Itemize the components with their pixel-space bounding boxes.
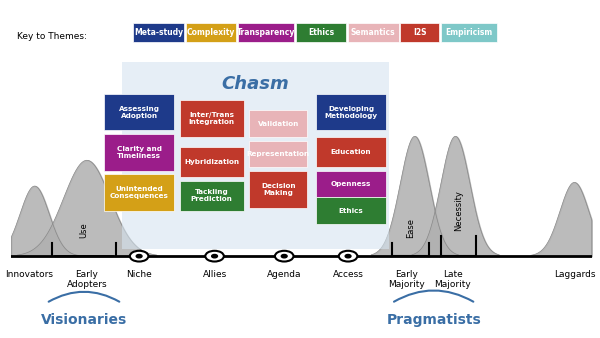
Text: Pragmatists: Pragmatists xyxy=(386,313,481,327)
Text: Access: Access xyxy=(332,270,364,279)
Text: Tackling
Prediction: Tackling Prediction xyxy=(191,189,233,202)
FancyBboxPatch shape xyxy=(316,137,386,167)
Text: Inter/Trans
Integration: Inter/Trans Integration xyxy=(188,112,235,125)
Text: Agenda: Agenda xyxy=(267,270,301,279)
FancyBboxPatch shape xyxy=(250,171,307,208)
Text: Early
Majority: Early Majority xyxy=(388,270,424,289)
Text: Openness: Openness xyxy=(331,181,371,187)
Text: Allies: Allies xyxy=(202,270,227,279)
Circle shape xyxy=(136,255,142,258)
FancyBboxPatch shape xyxy=(104,134,174,171)
Text: Semantics: Semantics xyxy=(351,28,395,37)
Text: I2S: I2S xyxy=(413,28,427,37)
FancyBboxPatch shape xyxy=(250,141,307,167)
Text: Developing
Methodology: Developing Methodology xyxy=(325,105,377,119)
Circle shape xyxy=(212,255,217,258)
Text: Clarity and
Timeliness: Clarity and Timeliness xyxy=(116,146,161,159)
Text: Transparency: Transparency xyxy=(237,28,295,37)
FancyBboxPatch shape xyxy=(180,147,244,177)
Text: Ease: Ease xyxy=(406,218,415,238)
Text: Unintended
Consequences: Unintended Consequences xyxy=(110,186,169,199)
Text: Empiricism: Empiricism xyxy=(445,28,493,37)
Text: Chasm: Chasm xyxy=(221,75,289,93)
FancyBboxPatch shape xyxy=(296,23,346,42)
FancyBboxPatch shape xyxy=(348,23,398,42)
Text: Niche: Niche xyxy=(126,270,152,279)
Text: Late
Majority: Late Majority xyxy=(434,270,471,289)
FancyBboxPatch shape xyxy=(316,197,386,224)
Text: Visionaries: Visionaries xyxy=(41,313,127,327)
Text: Representation: Representation xyxy=(247,151,310,157)
FancyBboxPatch shape xyxy=(250,110,307,137)
FancyBboxPatch shape xyxy=(316,94,386,130)
Circle shape xyxy=(130,251,148,262)
FancyBboxPatch shape xyxy=(122,62,389,249)
Text: Ethics: Ethics xyxy=(308,28,334,37)
FancyBboxPatch shape xyxy=(180,100,244,137)
Circle shape xyxy=(281,255,287,258)
Text: Use: Use xyxy=(79,222,88,238)
FancyBboxPatch shape xyxy=(104,174,174,211)
Circle shape xyxy=(339,251,358,262)
FancyBboxPatch shape xyxy=(316,171,386,197)
FancyBboxPatch shape xyxy=(185,23,236,42)
Text: Laggards: Laggards xyxy=(554,270,595,279)
FancyBboxPatch shape xyxy=(441,23,497,42)
Text: Necessity: Necessity xyxy=(454,190,463,231)
Text: Validation: Validation xyxy=(258,121,299,127)
FancyBboxPatch shape xyxy=(104,94,174,130)
Text: Key to Themes:: Key to Themes: xyxy=(17,32,87,41)
Text: Innovators: Innovators xyxy=(5,270,53,279)
Text: Early
Adopters: Early Adopters xyxy=(67,270,107,289)
Text: Education: Education xyxy=(331,149,371,155)
Text: Decision
Making: Decision Making xyxy=(261,183,296,196)
Circle shape xyxy=(275,251,293,262)
Circle shape xyxy=(345,255,351,258)
FancyBboxPatch shape xyxy=(180,181,244,211)
Text: Ethics: Ethics xyxy=(338,208,364,214)
Circle shape xyxy=(205,251,224,262)
Text: Hybridization: Hybridization xyxy=(184,159,239,165)
Text: Meta-study: Meta-study xyxy=(134,28,183,37)
Text: Complexity: Complexity xyxy=(187,28,235,37)
FancyBboxPatch shape xyxy=(238,23,294,42)
FancyBboxPatch shape xyxy=(400,23,439,42)
FancyBboxPatch shape xyxy=(133,23,184,42)
Text: Assessing
Adoption: Assessing Adoption xyxy=(119,105,160,119)
